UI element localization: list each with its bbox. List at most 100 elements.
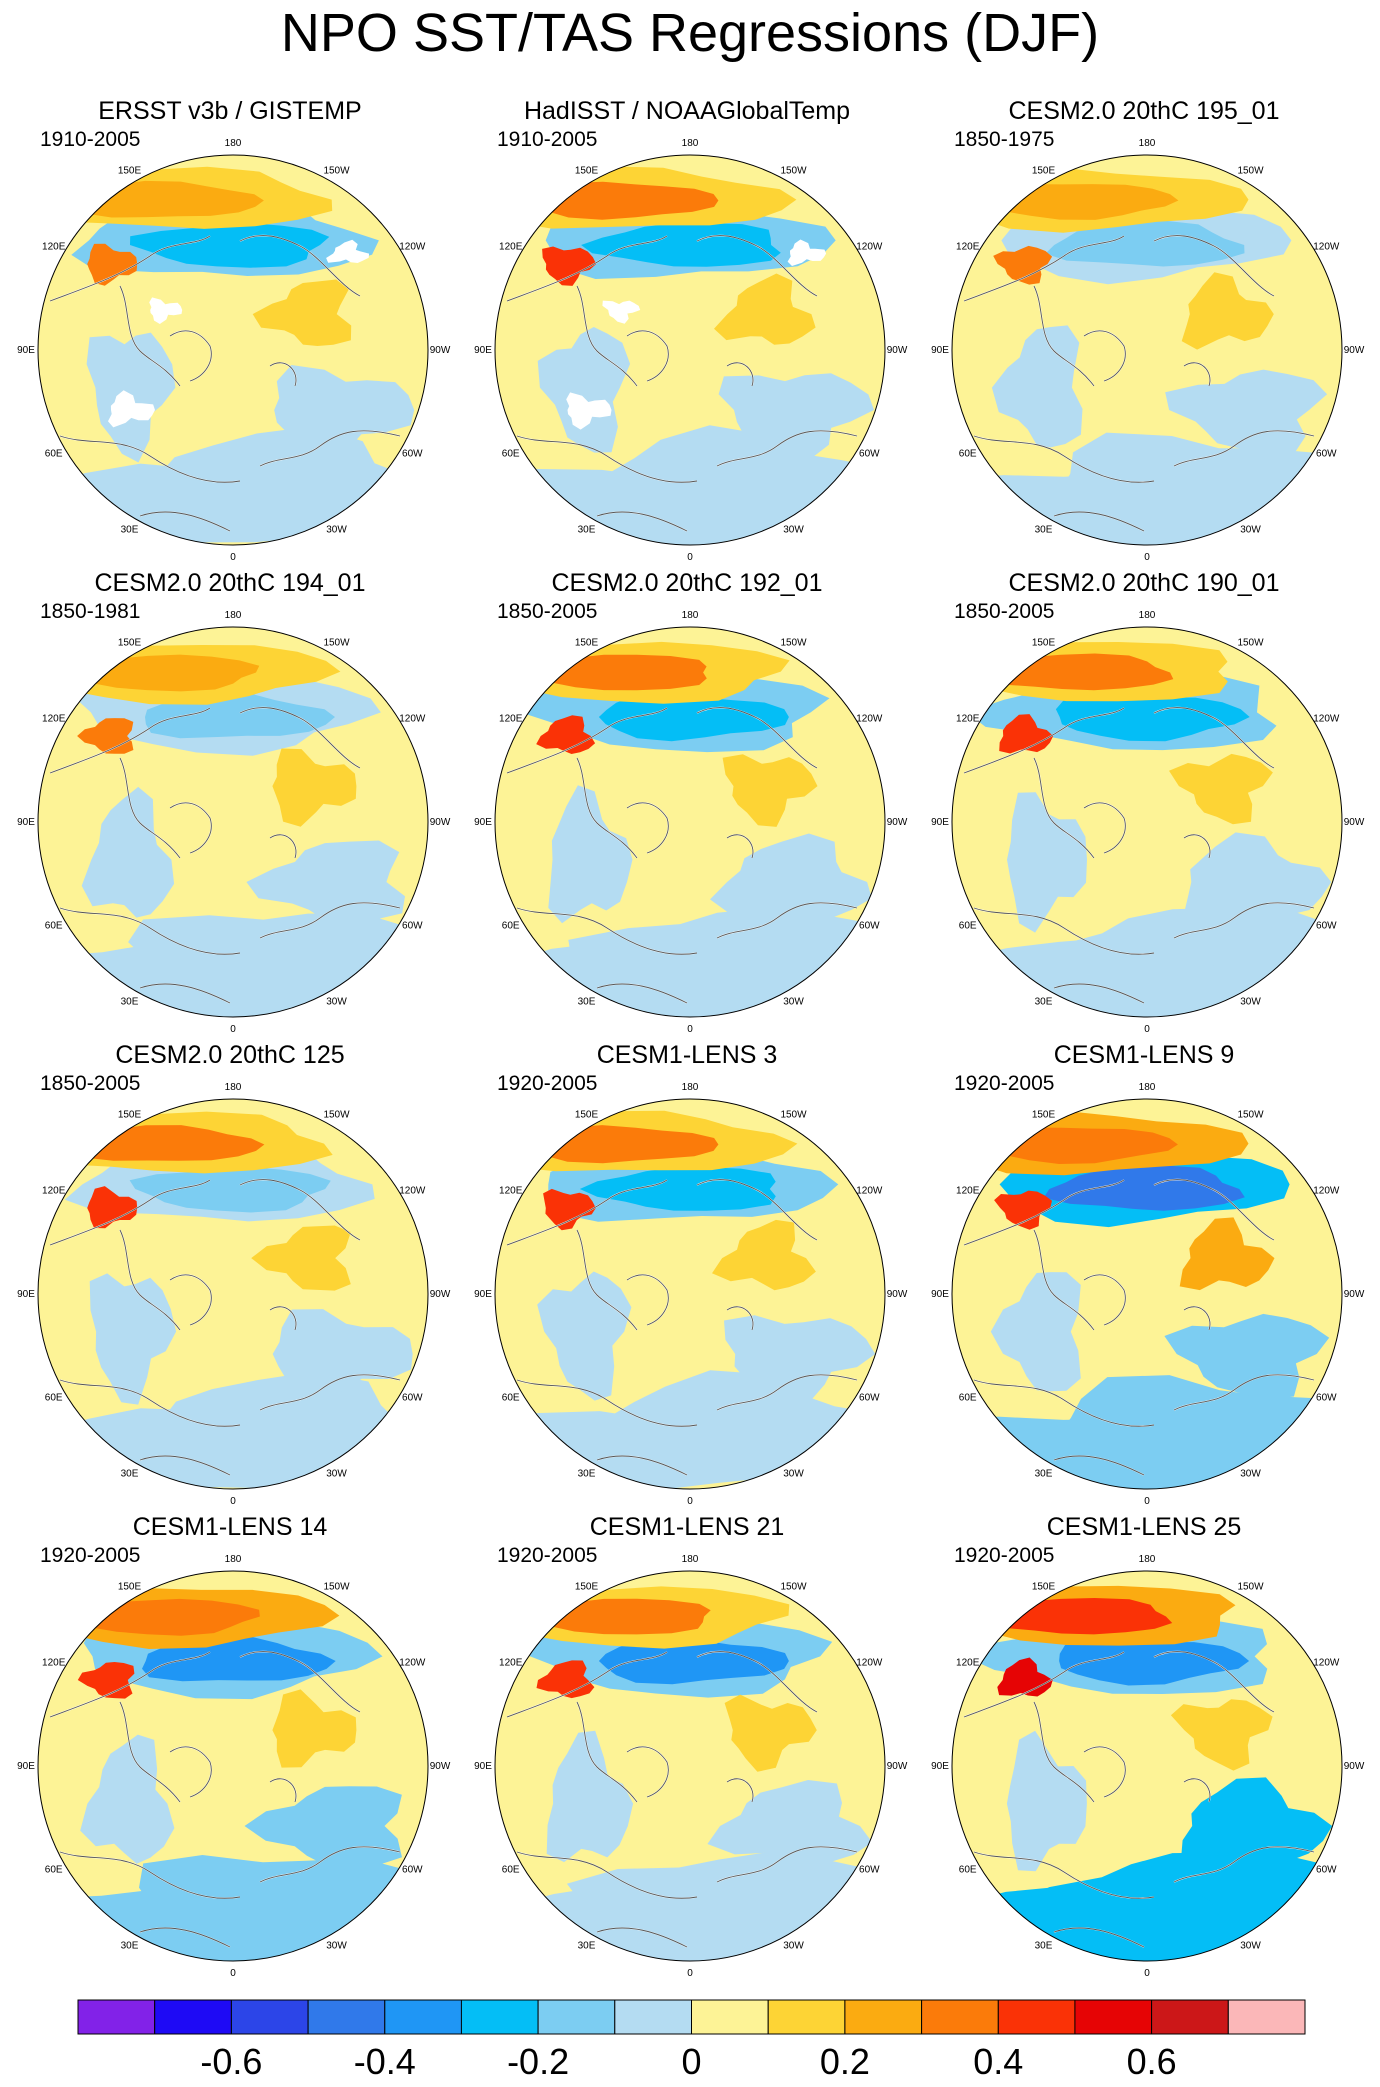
atlantic-cold-region [707,1780,873,1866]
longitude-label: 0 [230,1968,236,1979]
longitude-label: 150W [1237,166,1264,177]
longitude-label: 120W [1313,714,1340,725]
panel-period: 1920-2005 [954,1072,1055,1095]
panel-title: CESM1-LENS 9 [1053,1041,1235,1069]
longitude-label: 60E [959,1393,977,1404]
coastlines [506,707,858,1004]
atlantic-cold-region [724,1315,876,1403]
polar-map: 180 150E 120E 90E 60E 30E 0 30W 60W 90W 120W 150W [931,1082,1365,1507]
longitude-label: 60W [402,1393,423,1404]
panel-title: CESM2.0 20thC 194_01 [94,569,366,597]
colorbar-swatch [77,1999,156,2035]
longitude-label: 180 [682,1082,699,1093]
panel-period: 1920-2005 [497,1072,598,1095]
npacific-warm-spot [543,1188,596,1231]
map-boundary [951,154,1343,546]
longitude-label: 120W [399,1658,426,1669]
atlantic-cold-region [1164,1313,1330,1400]
map-panel: CESM2.0 20thC 125 1850-2005 180 150E 120E 90E… [0,1040,460,1512]
panel-period: 1850-2005 [497,600,598,623]
colorbar-swatch [230,1999,309,2035]
longitude-label: 90W [887,817,908,828]
panel-period: 1920-2005 [954,1544,1055,1567]
npacific-cold-core [1059,1639,1250,1686]
longitude-label: 30W [1240,524,1261,535]
longitude-label: 60W [402,921,423,932]
longitude-label: 180 [1139,1082,1156,1093]
longitude-label: 0 [687,1968,693,1979]
map-boundary [37,626,429,1018]
namerica-warm-region [714,273,816,345]
longitude-label: 90E [17,1289,35,1300]
map-panel: CESM2.0 20thC 194_01 1850-1981 180 150E 120E… [0,568,460,1040]
longitude-label: 30E [121,996,139,1007]
longitude-label: 150W [780,1582,807,1593]
longitude-label: 60E [502,1393,520,1404]
map-panel: CESM2.0 20thC 192_01 1850-2005 180 150E 120E… [457,568,917,1040]
missing-data [149,297,183,324]
coastlines [963,1179,1315,1476]
eurasia-cold-region [546,1730,634,1863]
longitude-label: 120E [42,1186,66,1197]
longitude-label: 60E [45,1865,63,1876]
npacific-cold-core [1043,1165,1245,1211]
colorbar-swatch [1151,1999,1229,2035]
coastlines [49,707,401,1004]
npacific-warm-spot [87,1186,138,1229]
namerica-warm-region [272,748,357,827]
longitude-label: 30E [1035,1468,1053,1479]
coastlines [963,1651,1315,1948]
colorbar-label: 0 [681,2041,701,2082]
longitude-label: 150E [575,1110,599,1121]
polar-map: 180 150E 120E 90E 60E 30E 0 30W 60W 90W 120W 150W [474,610,908,1035]
longitude-label: 60E [959,1865,977,1876]
colorbar-swatch [1227,1999,1306,2035]
longitude-label: 30W [326,1468,347,1479]
map-boundary [494,626,886,1018]
atlantic-cold-region [1165,369,1328,454]
longitude-label: 180 [1139,138,1156,149]
longitude-label: 30E [578,524,596,535]
panel-title: ERSST v3b / GISTEMP [98,97,362,125]
longitude-label: 150E [1032,1110,1056,1121]
longitude-label: 150W [780,166,807,177]
longitude-label: 120E [42,242,66,253]
longitude-label: 0 [1144,552,1150,563]
namerica-warm-region [724,1694,817,1772]
longitude-label: 60W [1316,921,1337,932]
coastlines [963,707,1315,1004]
npacific-cold-core [598,693,789,742]
colorbar-label: 0.6 [1127,2041,1177,2082]
missing-data [326,239,370,263]
longitude-label: 60E [502,921,520,932]
longitude-label: 30E [1035,1940,1053,1951]
map-boundary [494,154,886,546]
polar-map: 180 150E 120E 90E 60E 30E 0 30W 60W 90W 120W 150W [17,1082,451,1507]
longitude-label: 90W [887,1761,908,1772]
map-boundary [951,626,1343,1018]
map-panel: CESM1-LENS 9 1920-2005 180 150E 120E 90E 60E 30… [914,1040,1374,1512]
longitude-label: 180 [682,1554,699,1565]
longitude-label: 150E [118,1582,142,1593]
panel-title: CESM1-LENS 14 [132,1513,328,1541]
polar-map: 180 150E 120E 90E 60E 30E 0 30W 60W 90W 120W 150W [931,610,1365,1035]
colorbar-swatch [921,1999,999,2035]
longitude-label: 120W [856,714,883,725]
colorbar-label: -0.6 [200,2041,262,2082]
eurasia-cold-region [1007,792,1087,933]
longitude-label: 60E [959,921,977,932]
colorbar-swatch [997,1999,1076,2035]
longitude-label: 120E [42,714,66,725]
longitude-label: 30W [1240,1468,1261,1479]
map-boundary [494,1570,886,1962]
longitude-label: 90W [1344,817,1365,828]
panel-period: 1850-2005 [40,1072,141,1095]
longitude-label: 150W [780,1110,807,1121]
polar-map: 180 150E 120E 90E 60E 30E 0 30W 60W 90W 120W 150W [474,1554,908,1979]
longitude-label: 90W [430,817,451,828]
longitude-label: 150W [323,638,350,649]
longitude-label: 150E [575,166,599,177]
longitude-label: 30E [121,1468,139,1479]
npacific-cold-core [129,1167,331,1213]
